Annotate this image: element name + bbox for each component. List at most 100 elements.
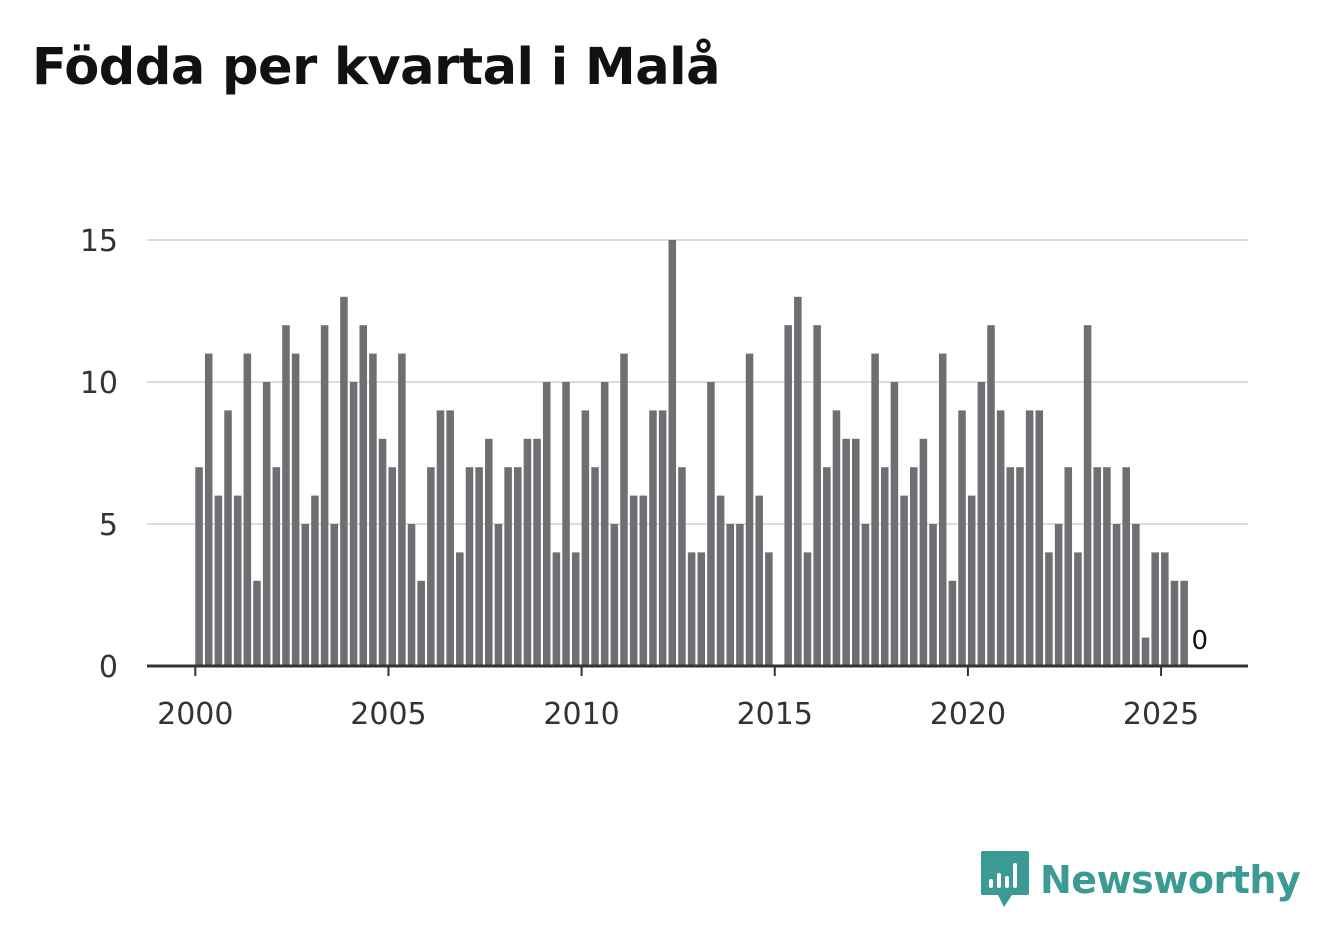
brand-name: Newsworthy (1040, 858, 1301, 902)
bar (233, 495, 242, 666)
bar (823, 467, 831, 666)
bar (620, 353, 628, 666)
bar (716, 495, 725, 666)
bar (330, 524, 339, 666)
tick-labels: 0 5 10 15 0 2000 2005 2010 2015 2020 2025 (80, 224, 1211, 732)
bar (1054, 524, 1063, 666)
bar (224, 410, 232, 666)
bar (1025, 410, 1034, 666)
bar (195, 467, 203, 666)
bar (369, 353, 377, 666)
bar (571, 552, 580, 666)
bar (552, 552, 561, 666)
bar (1064, 467, 1073, 666)
newsworthy-logo-icon (981, 851, 1029, 907)
bar (861, 524, 870, 666)
bar (282, 325, 290, 666)
bar (697, 552, 706, 666)
bar (755, 495, 763, 666)
bar (291, 353, 300, 666)
bar (1151, 552, 1159, 666)
bar (794, 296, 802, 666)
bar (600, 382, 609, 666)
bar (1093, 467, 1102, 666)
bar (378, 438, 387, 666)
bar (340, 296, 348, 666)
bar (726, 524, 735, 666)
x-tick-label: 2025 (1123, 697, 1199, 732)
last-value-label: 0 (1192, 626, 1209, 656)
bar (301, 524, 310, 666)
bar (417, 580, 425, 666)
bar (465, 467, 474, 666)
bar (871, 353, 879, 666)
y-tick-label: 15 (80, 224, 118, 259)
bar (485, 438, 493, 666)
bar (456, 552, 464, 666)
bar (253, 580, 261, 666)
x-tick-label: 2020 (930, 697, 1006, 732)
bar (842, 438, 850, 666)
y-tick-label: 0 (99, 650, 118, 685)
bar (909, 467, 918, 666)
bar (900, 495, 908, 666)
x-tick-label: 2000 (157, 697, 233, 732)
bar (765, 552, 773, 666)
bar (610, 524, 619, 666)
bar (649, 410, 657, 666)
bar (214, 495, 223, 666)
bar (504, 467, 512, 666)
bar (1103, 467, 1111, 666)
bar (591, 467, 599, 666)
bar (311, 495, 319, 666)
bar (1170, 580, 1179, 666)
x-tick-label: 2010 (543, 697, 619, 732)
bar (1161, 552, 1169, 666)
bar (388, 467, 396, 666)
bar (494, 524, 503, 666)
bar (1074, 552, 1082, 666)
bar (784, 325, 792, 666)
bar (958, 410, 966, 666)
bar (1016, 467, 1024, 666)
bar (658, 410, 667, 666)
bar (987, 325, 995, 666)
bar (1122, 467, 1130, 666)
bar (629, 495, 638, 666)
bar (262, 382, 271, 666)
bar (707, 382, 715, 666)
brand-logo[interactable]: Newsworthy (980, 848, 1301, 912)
bar (929, 524, 937, 666)
bar (475, 467, 483, 666)
bar (1112, 524, 1121, 666)
bar (359, 325, 368, 666)
bar (948, 580, 957, 666)
bar (542, 382, 551, 666)
grid-lines (147, 239, 1248, 525)
bar (243, 353, 252, 666)
bar (813, 325, 821, 666)
axes (147, 664, 1248, 676)
bar (890, 382, 899, 666)
bar (832, 410, 841, 666)
bar (320, 325, 329, 666)
bar (668, 240, 677, 666)
bar (639, 495, 648, 666)
bar (1006, 467, 1015, 666)
bar (581, 410, 590, 666)
y-tick-label: 10 (80, 366, 118, 401)
bar (1035, 410, 1044, 666)
bar (919, 438, 928, 666)
bar (852, 438, 860, 666)
bar (436, 410, 445, 666)
bar (1045, 552, 1053, 666)
bar (427, 467, 435, 666)
bar (881, 467, 889, 666)
bar (967, 495, 976, 666)
bar (514, 467, 522, 666)
bar (687, 552, 696, 666)
bar (398, 353, 406, 666)
bars (195, 240, 1188, 666)
bar (678, 467, 686, 666)
bar (996, 410, 1005, 666)
